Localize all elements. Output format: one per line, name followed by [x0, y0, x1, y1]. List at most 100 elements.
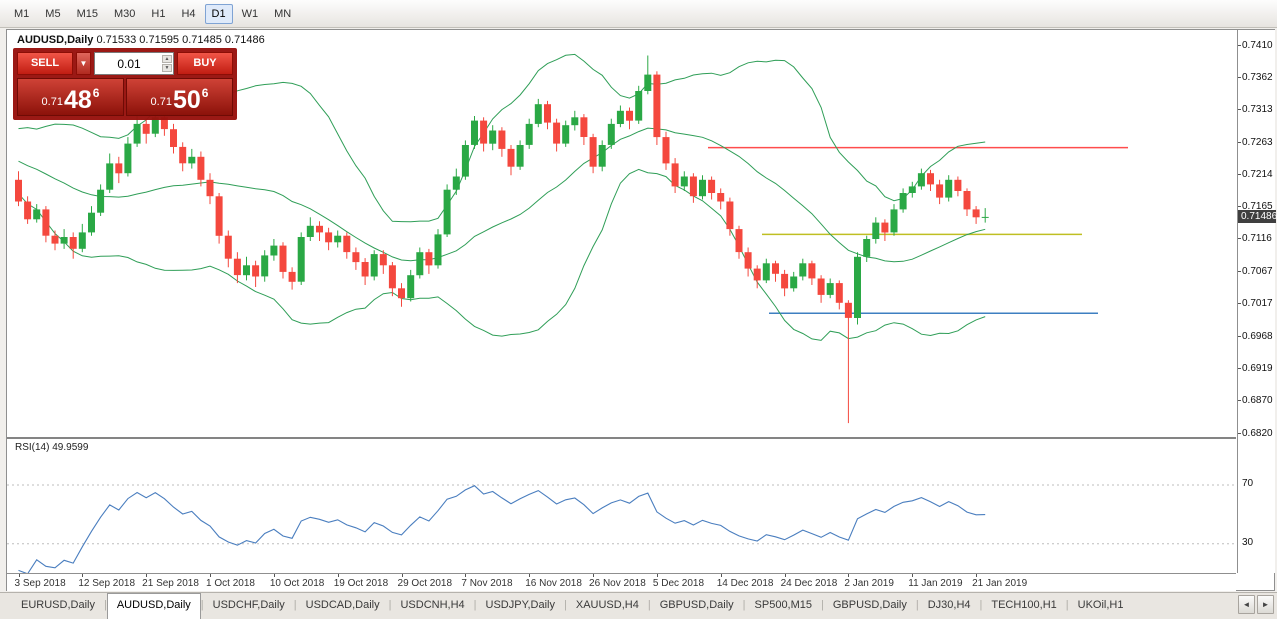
price-axis[interactable]: 0.71486 0.7410 0.7362 0.7313 0.7263 0.7214 0.…: [1237, 30, 1277, 573]
tab-usdchf-daily[interactable]: USDCHF,Daily: [212, 599, 285, 611]
candle-body: [635, 91, 643, 121]
date-axis-label: 21 Sep 2018: [142, 578, 199, 589]
candle-body: [124, 143, 132, 174]
price-axis-label: 0.7214: [1242, 168, 1273, 180]
candle-body: [598, 145, 606, 167]
candle-body: [671, 163, 679, 187]
candle-body: [489, 130, 497, 144]
timeframe-button-m1[interactable]: M1: [14, 7, 30, 20]
price-axis-label: 0.7116: [1242, 233, 1272, 245]
tab-xauusd-h4[interactable]: XAUUSD,H4: [575, 599, 639, 611]
sell-price-display[interactable]: 0.71 48 6: [17, 78, 124, 116]
candle-body: [808, 263, 816, 279]
tab-scroll-right-button[interactable]: ►: [1257, 595, 1274, 614]
candle-body: [844, 302, 852, 318]
date-axis-tick: [401, 574, 403, 577]
date-axis-label: 16 Nov 2018: [525, 578, 582, 589]
candle-body: [626, 110, 633, 121]
rsi-axis-label: 30: [1242, 536, 1254, 548]
buy-price-display[interactable]: 0.71 50 6: [126, 78, 233, 116]
candle-body: [772, 263, 779, 274]
timeframe-button-h4[interactable]: H4: [181, 7, 196, 20]
tab-ukoil-h1[interactable]: UKOil,H1: [1077, 599, 1124, 611]
candle-body: [115, 163, 123, 174]
candle-body: [188, 156, 196, 164]
date-axis[interactable]: 3 Sep 2018 12 Sep 2018 21 Sep 2018 1 Oct 20…: [7, 573, 1236, 591]
price-axis-label: 0.6820: [1242, 427, 1273, 439]
candle-body: [78, 232, 86, 249]
chevron-right-icon: ►: [1261, 600, 1270, 609]
tab-tech100-h1[interactable]: TECH100,H1: [991, 599, 1057, 611]
candle-body: [334, 235, 342, 243]
candle-body: [689, 176, 697, 197]
date-axis-tick: [720, 574, 722, 577]
rsi-indicator-window[interactable]: RSI(14) 49.9599: [7, 437, 1236, 573]
candle-body: [790, 276, 798, 289]
price-axis-label: 0.6919: [1242, 362, 1273, 374]
timeframe-button-h1[interactable]: H1: [151, 7, 166, 20]
lot-dropdown-button[interactable]: ▼: [76, 52, 91, 75]
candle-body: [954, 179, 962, 191]
rsi-indicator-label: RSI(14) 49.9599: [15, 442, 89, 453]
spinner-down-icon[interactable]: ▼: [162, 64, 172, 72]
candle-body: [744, 252, 752, 269]
tab-scroll-left-button[interactable]: ◄: [1238, 595, 1255, 614]
sell-button[interactable]: SELL: [17, 52, 73, 75]
candle-body: [735, 229, 743, 253]
candle-body: [388, 265, 396, 289]
date-axis-label: 24 Dec 2018: [780, 578, 838, 589]
timeframe-button-mn[interactable]: MN: [274, 7, 292, 20]
buy-button[interactable]: BUY: [177, 52, 233, 75]
candle-body: [197, 156, 205, 180]
candle-body: [97, 189, 105, 213]
tab-sp500-m15[interactable]: SP500,M15: [754, 599, 813, 611]
timeframe-button-m15[interactable]: M15: [76, 7, 98, 20]
candle-body: [553, 122, 561, 144]
candle-body: [762, 263, 770, 281]
tab-eurusd-daily[interactable]: EURUSD,Daily: [21, 599, 95, 611]
price-axis-tick: [1238, 335, 1241, 337]
date-axis-tick: [18, 574, 20, 577]
tab-separator: |: [647, 599, 651, 611]
date-axis-label: 14 Dec 2018: [716, 578, 774, 589]
tab-audusd-daily[interactable]: AUDUSD,Daily: [106, 593, 201, 619]
price-axis-label: 0.7165: [1242, 201, 1273, 213]
tab-usdcnh-h4[interactable]: USDCNH,H4: [400, 599, 465, 611]
price-axis-tick: [1238, 108, 1241, 110]
tab-gbpusd-daily[interactable]: GBPUSD,Daily: [832, 599, 907, 611]
candle-body: [580, 117, 588, 137]
one-click-trading-panel: SELL ▼ ▲ ▼ BUY 0.71 48 6: [13, 48, 237, 120]
lot-size-input[interactable]: [95, 53, 173, 74]
buy-price-point: 6: [201, 86, 209, 100]
chevron-down-icon: ▼: [79, 59, 88, 68]
candle-body: [15, 179, 22, 202]
candle-body: [854, 256, 861, 318]
tab-gbpusd-daily[interactable]: GBPUSD,Daily: [659, 599, 734, 611]
candle-body: [835, 283, 843, 303]
price-axis-label: 0.7263: [1242, 136, 1273, 148]
timeframe-button-d1[interactable]: D1: [204, 3, 233, 24]
candle-body: [434, 234, 442, 266]
candle-body: [407, 275, 415, 299]
tab-separator: |: [388, 599, 392, 611]
candlestick-chart-area[interactable]: [7, 32, 1236, 435]
candle-body: [361, 262, 369, 277]
price-axis-tick: [1238, 238, 1241, 240]
timeframe-button-m30[interactable]: M30: [113, 7, 136, 20]
tab-dj30-h4[interactable]: DJ30,H4: [927, 599, 971, 611]
timeframe-button-m5[interactable]: M5: [45, 7, 61, 20]
tab-usdcad-daily[interactable]: USDCAD,Daily: [305, 599, 380, 611]
date-axis-label: 12 Sep 2018: [78, 578, 136, 589]
timeframe-button-w1[interactable]: W1: [241, 7, 259, 20]
candle-body: [88, 212, 95, 233]
rsi-svg: [7, 484, 1236, 573]
candle-body: [945, 179, 953, 198]
price-axis-tick: [1238, 45, 1241, 46]
tab-usdjpy-daily[interactable]: USDJPY,Daily: [485, 599, 556, 611]
candle-body: [233, 258, 241, 276]
spinner-up-icon[interactable]: ▲: [162, 55, 172, 63]
candle-body: [69, 237, 77, 249]
date-axis-label: 5 Dec 2018: [652, 578, 705, 589]
candle-body: [179, 146, 187, 164]
price-axis-label: 0.7313: [1242, 103, 1273, 115]
